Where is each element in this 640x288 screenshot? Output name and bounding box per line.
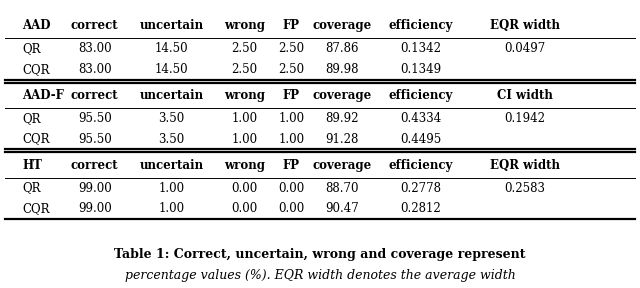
Text: 1.00: 1.00 <box>278 132 304 146</box>
Text: 1.00: 1.00 <box>232 112 257 125</box>
Text: HT: HT <box>22 158 42 172</box>
Text: 1.00: 1.00 <box>278 112 304 125</box>
Text: 0.2778: 0.2778 <box>401 181 442 195</box>
Text: 2.50: 2.50 <box>278 42 304 55</box>
Text: uncertain: uncertain <box>140 89 204 102</box>
Text: FP: FP <box>283 89 300 102</box>
Text: 3.50: 3.50 <box>158 132 185 146</box>
Text: 1.00: 1.00 <box>159 181 184 195</box>
Text: 0.1942: 0.1942 <box>504 112 545 125</box>
Text: percentage values (%). EQR width denotes the average width: percentage values (%). EQR width denotes… <box>125 268 515 282</box>
Text: CQR: CQR <box>22 132 50 146</box>
Text: efficiency: efficiency <box>389 89 453 102</box>
Text: AAD: AAD <box>22 19 51 32</box>
Text: 0.4495: 0.4495 <box>401 132 442 146</box>
Text: QR: QR <box>22 181 41 195</box>
Text: EQR width: EQR width <box>490 158 560 172</box>
Text: uncertain: uncertain <box>140 158 204 172</box>
Text: 2.50: 2.50 <box>232 63 257 76</box>
Text: 0.1342: 0.1342 <box>401 42 442 55</box>
Text: wrong: wrong <box>224 19 265 32</box>
Text: EQR width: EQR width <box>490 19 560 32</box>
Text: 2.50: 2.50 <box>232 42 257 55</box>
Text: 0.00: 0.00 <box>278 181 305 195</box>
Text: FP: FP <box>283 19 300 32</box>
Text: correct: correct <box>71 19 118 32</box>
Text: 0.00: 0.00 <box>231 181 258 195</box>
Text: 0.4334: 0.4334 <box>401 112 442 125</box>
Text: 0.1349: 0.1349 <box>401 63 442 76</box>
Text: 14.50: 14.50 <box>155 42 188 55</box>
Text: 89.98: 89.98 <box>326 63 359 76</box>
Text: CQR: CQR <box>22 202 50 215</box>
Text: correct: correct <box>71 158 118 172</box>
Text: 3.50: 3.50 <box>158 112 185 125</box>
Text: coverage: coverage <box>313 158 372 172</box>
Text: 83.00: 83.00 <box>78 63 111 76</box>
Text: 91.28: 91.28 <box>326 132 359 146</box>
Text: 2.50: 2.50 <box>278 63 304 76</box>
Text: 88.70: 88.70 <box>326 181 359 195</box>
Text: AAD-F: AAD-F <box>22 89 64 102</box>
Text: uncertain: uncertain <box>140 19 204 32</box>
Text: 90.47: 90.47 <box>326 202 359 215</box>
Text: 83.00: 83.00 <box>78 42 111 55</box>
Text: 95.50: 95.50 <box>78 112 111 125</box>
Text: 99.00: 99.00 <box>78 181 111 195</box>
Text: 0.00: 0.00 <box>231 202 258 215</box>
Text: 0.2583: 0.2583 <box>504 181 545 195</box>
Text: wrong: wrong <box>224 158 265 172</box>
Text: CQR: CQR <box>22 63 50 76</box>
Text: 1.00: 1.00 <box>232 132 257 146</box>
Text: efficiency: efficiency <box>389 19 453 32</box>
Text: 14.50: 14.50 <box>155 63 188 76</box>
Text: FP: FP <box>283 158 300 172</box>
Text: correct: correct <box>71 89 118 102</box>
Text: Table 1: Correct, uncertain, wrong and coverage represent: Table 1: Correct, uncertain, wrong and c… <box>115 248 525 262</box>
Text: 87.86: 87.86 <box>326 42 359 55</box>
Text: CI width: CI width <box>497 89 553 102</box>
Text: wrong: wrong <box>224 89 265 102</box>
Text: efficiency: efficiency <box>389 158 453 172</box>
Text: 95.50: 95.50 <box>78 132 111 146</box>
Text: QR: QR <box>22 112 41 125</box>
Text: QR: QR <box>22 42 41 55</box>
Text: 0.2812: 0.2812 <box>401 202 442 215</box>
Text: 1.00: 1.00 <box>159 202 184 215</box>
Text: 0.00: 0.00 <box>278 202 305 215</box>
Text: 89.92: 89.92 <box>326 112 359 125</box>
Text: coverage: coverage <box>313 89 372 102</box>
Text: 99.00: 99.00 <box>78 202 111 215</box>
Text: coverage: coverage <box>313 19 372 32</box>
Text: 0.0497: 0.0497 <box>504 42 545 55</box>
